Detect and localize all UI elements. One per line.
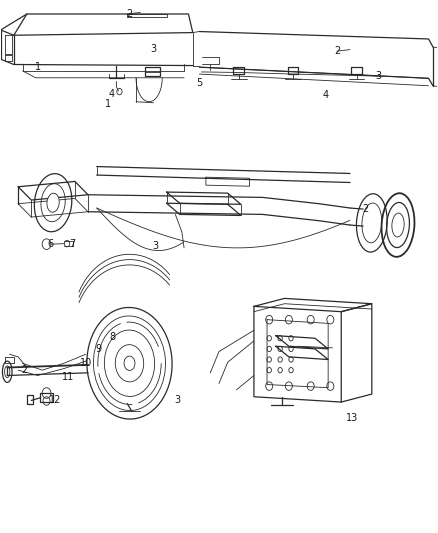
- Text: 10: 10: [80, 358, 92, 368]
- Text: 3: 3: [174, 395, 180, 406]
- Text: 1: 1: [35, 62, 41, 72]
- Text: 9: 9: [96, 344, 102, 354]
- Text: 6: 6: [48, 239, 54, 249]
- Text: 3: 3: [152, 241, 159, 251]
- Text: 13: 13: [346, 413, 358, 423]
- Text: 4: 4: [323, 90, 329, 100]
- Text: 7: 7: [70, 239, 76, 249]
- Text: 2: 2: [334, 46, 340, 56]
- Text: 1: 1: [105, 99, 111, 109]
- Text: 12: 12: [49, 395, 61, 406]
- Text: 2: 2: [362, 204, 368, 214]
- Text: 5: 5: [196, 78, 202, 88]
- Text: 11: 11: [62, 372, 74, 382]
- Text: 2: 2: [21, 365, 28, 375]
- Text: 4: 4: [109, 88, 115, 99]
- Text: 3: 3: [150, 44, 156, 53]
- Text: 2: 2: [127, 9, 133, 19]
- Ellipse shape: [47, 193, 59, 212]
- Text: 3: 3: [375, 71, 381, 81]
- Text: 8: 8: [109, 332, 115, 342]
